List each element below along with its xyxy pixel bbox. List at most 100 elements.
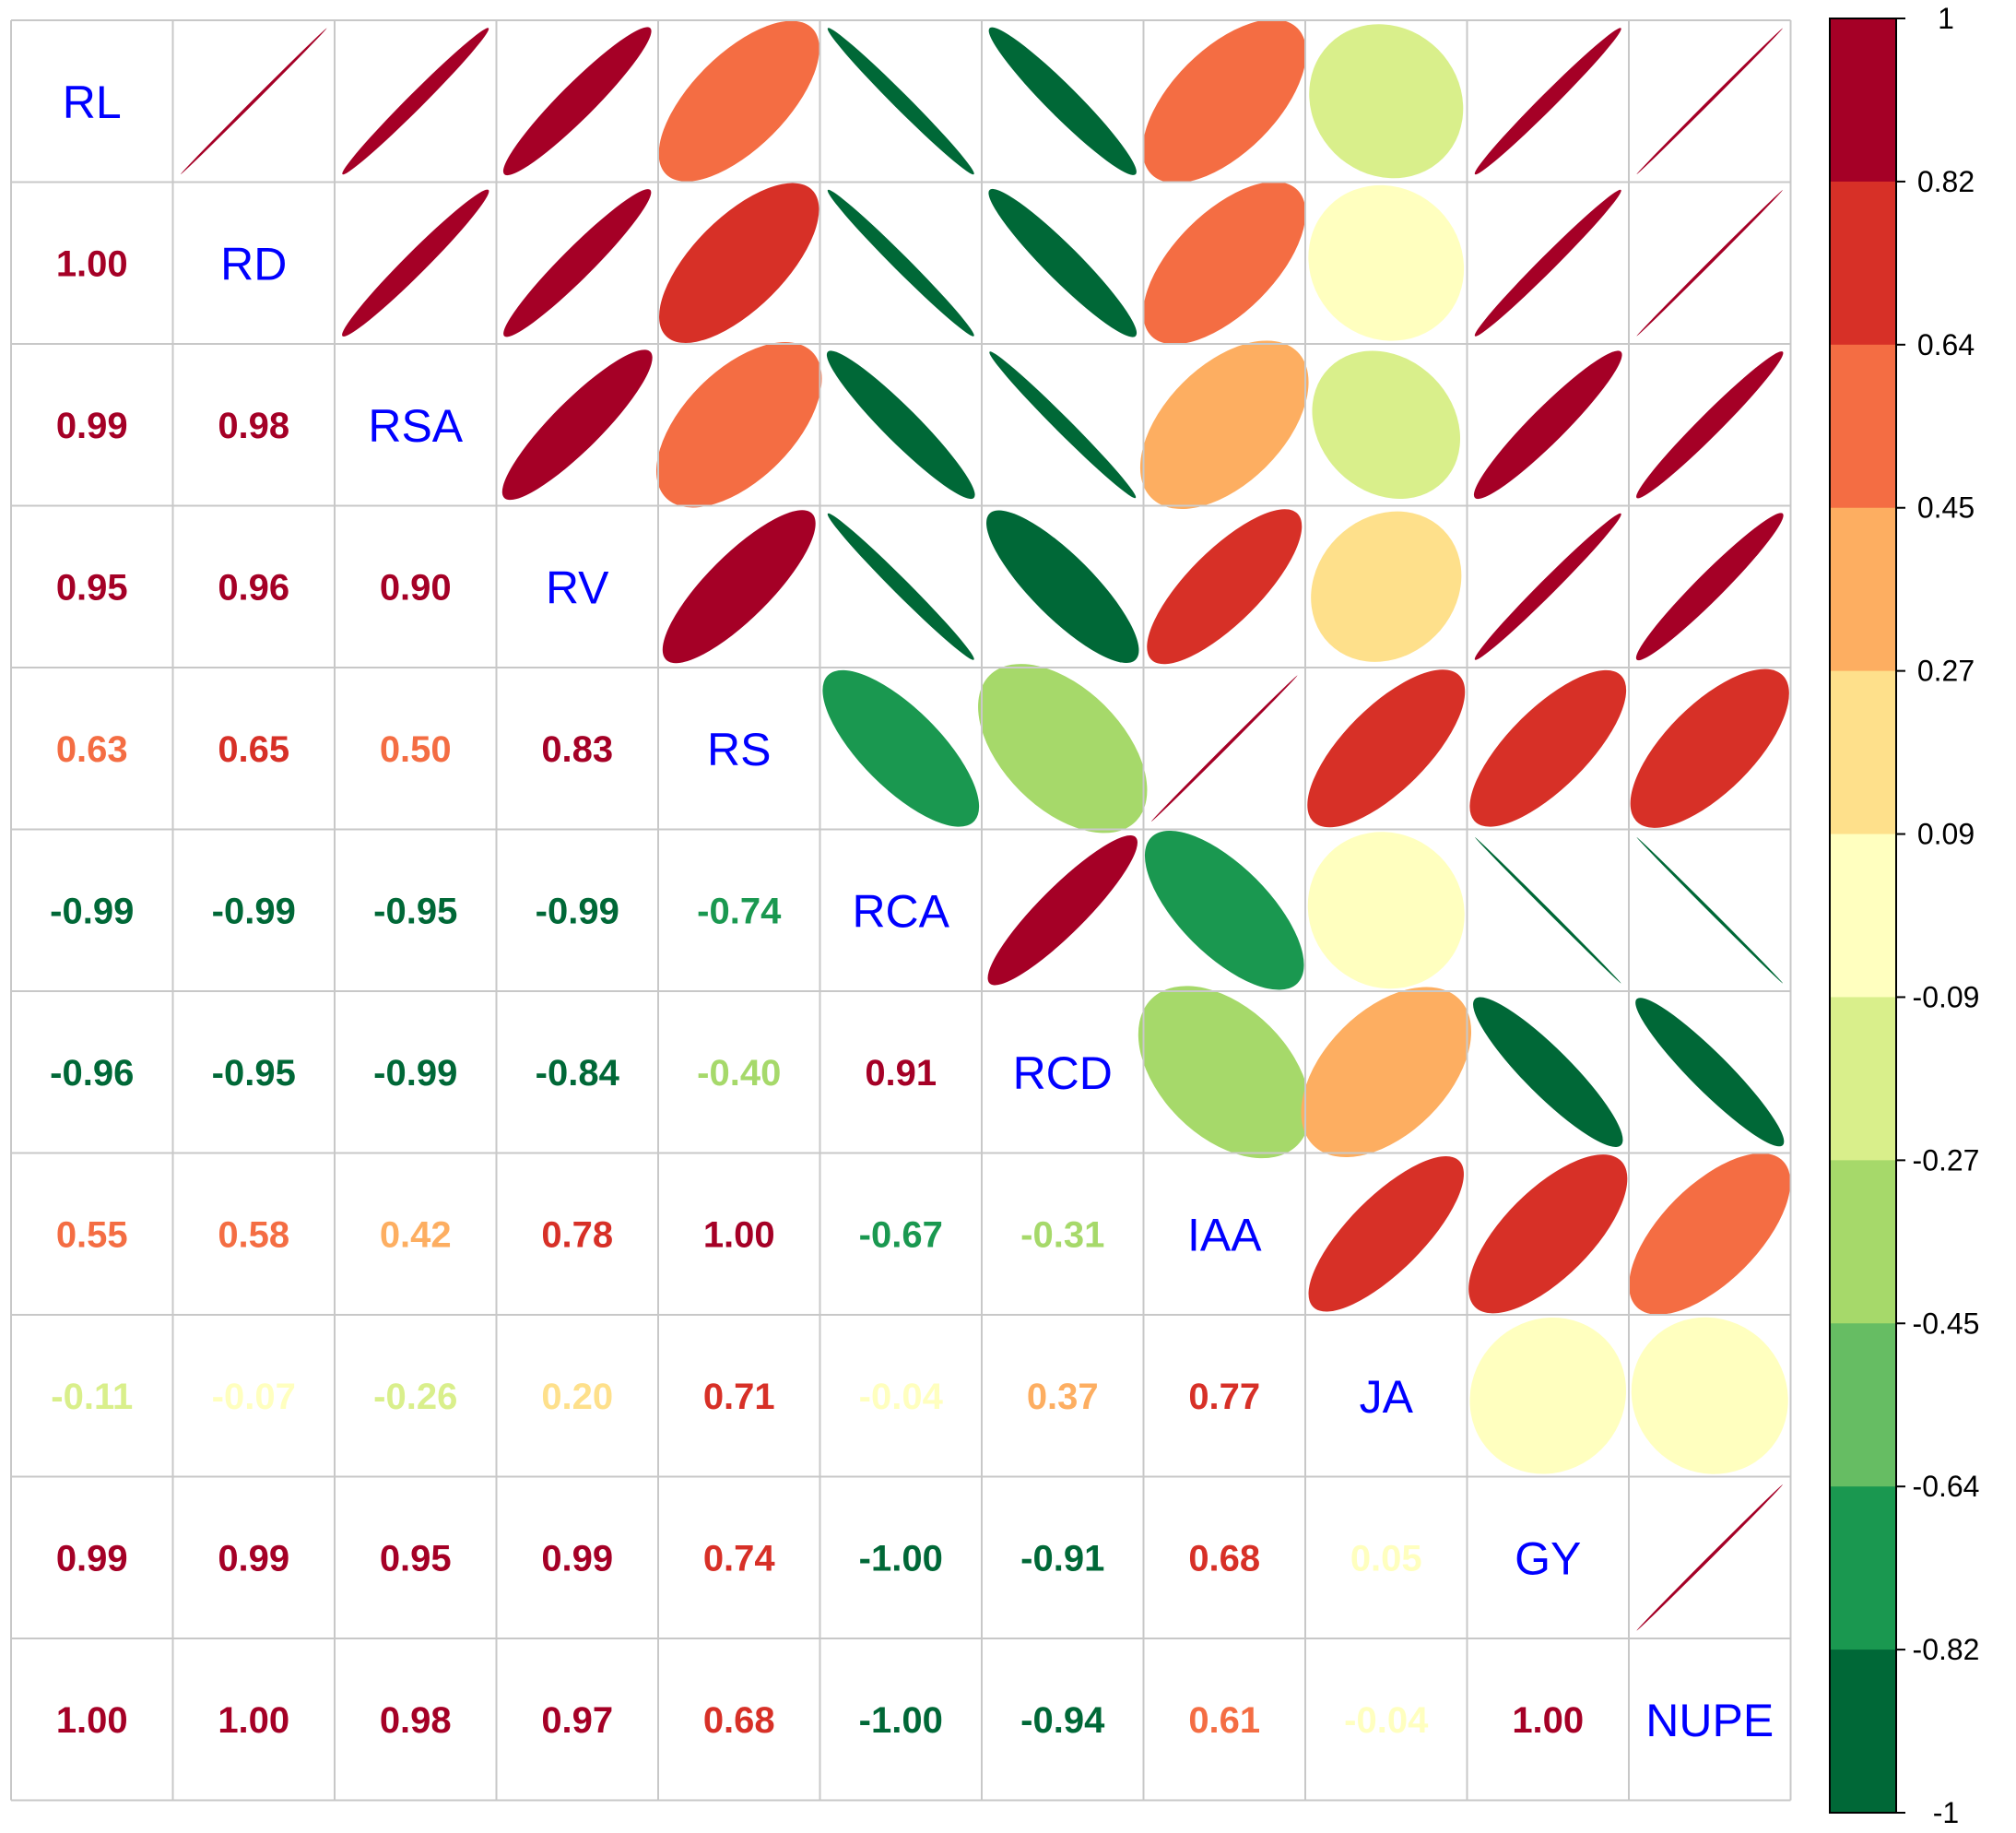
correlation-value-label: 0.55: [56, 1214, 128, 1255]
correlation-ellipse: [1309, 24, 1464, 179]
colorbar-tick-label: 1: [1938, 2, 1954, 35]
correlation-ellipse: [1629, 1153, 1791, 1315]
correlation-value-label: 0.99: [218, 1538, 289, 1579]
colorbar-segment: [1830, 507, 1896, 672]
correlation-ellipse: [1138, 986, 1311, 1159]
correlation-value-label: 1.00: [703, 1214, 775, 1255]
correlation-ellipse: [827, 513, 974, 660]
correlation-ellipse: [658, 20, 819, 182]
colorbar-segment: [1830, 1650, 1896, 1814]
colorbar-tick-label: 0.82: [1917, 165, 1975, 198]
colorbar-tick-label: -0.82: [1913, 1633, 1980, 1666]
correlation-ellipse: [1635, 513, 1784, 661]
correlation-value-label: 0.83: [541, 729, 613, 770]
colorbar-legend: 1 0.82 0.64 0.45 0.27 0.09 -0.09 -0.27 -0.45 -0.6…: [1829, 2, 1980, 1829]
correlation-value-label: -1.00: [859, 1538, 943, 1579]
correlation-value-label: 0.90: [380, 567, 452, 608]
correlation-value-label: 0.99: [56, 1538, 128, 1579]
correlation-ellipse: [1144, 830, 1304, 990]
correlation-value-label: 1.00: [218, 1700, 289, 1741]
variable-label-rsa: RSA: [368, 400, 463, 452]
colorbar-segment: [1830, 344, 1896, 509]
correlation-ellipse: [503, 189, 652, 337]
correlation-value-label: -0.95: [212, 1053, 296, 1094]
correlation-ellipse: [1308, 184, 1465, 341]
colorbar-tick-label: -1: [1933, 1796, 1959, 1829]
correlation-ellipse: [1473, 350, 1622, 500]
colorbar-tick-label: 0.27: [1917, 655, 1975, 688]
variable-label-iaa: IAA: [1187, 1209, 1262, 1260]
correlation-value-label: -0.40: [697, 1053, 781, 1094]
correlation-ellipse: [1469, 1317, 1627, 1474]
correlation-ellipse: [1474, 189, 1621, 337]
correlation-ellipse: [1636, 1484, 1783, 1631]
correlation-ellipse: [1301, 987, 1472, 1158]
correlation-value-label: 0.63: [56, 729, 128, 770]
correlation-ellipse: [1631, 1317, 1788, 1474]
correlation-value-label: 0.50: [380, 729, 452, 770]
correlation-value-label: -0.99: [212, 891, 296, 931]
correlation-ellipse: [827, 189, 974, 337]
correlation-value-label: -0.74: [697, 891, 782, 931]
correlation-value-label: 0.95: [56, 567, 128, 608]
colorbar-segment: [1830, 181, 1896, 346]
colorbar-tick-label: 0.64: [1917, 328, 1975, 361]
correlation-value-label: 0.97: [541, 1700, 613, 1741]
correlation-value-label: -0.99: [50, 891, 134, 931]
correlation-ellipse: [988, 188, 1138, 337]
colorbar-tick-label: -0.45: [1913, 1307, 1980, 1340]
colorbar-segment: [1830, 997, 1896, 1161]
correlation-ellipse: [1307, 832, 1465, 989]
correlation-ellipse: [342, 189, 489, 337]
correlation-ellipse: [1147, 509, 1303, 665]
correlation-ellipse: [986, 510, 1139, 663]
colorbar-segment: [1830, 18, 1896, 183]
correlation-ellipse: [1143, 182, 1306, 345]
correlation-ellipse: [989, 351, 1137, 499]
correlation-ellipse: [1630, 668, 1789, 828]
correlation-value-label: 0.98: [380, 1700, 452, 1741]
variable-label-nupe: NUPE: [1645, 1695, 1774, 1746]
correlation-ellipse: [826, 350, 975, 500]
correlation-value-label: 0.99: [541, 1538, 613, 1579]
correlation-value-label: -0.96: [50, 1053, 134, 1094]
correlation-ellipse: [662, 510, 816, 664]
correlation-ellipse: [987, 835, 1138, 986]
correlation-value-label: -0.99: [373, 1053, 457, 1094]
colorbar-tick-label: -0.27: [1913, 1143, 1980, 1177]
correlation-value-label: -0.26: [373, 1377, 457, 1417]
correlation-value-label: 0.78: [541, 1214, 613, 1255]
correlation-value-label: 0.74: [703, 1538, 776, 1579]
colorbar-frame: [1829, 18, 1897, 1814]
correlation-value-label: -1.00: [859, 1700, 943, 1741]
correlation-value-label: -0.07: [212, 1377, 296, 1417]
variable-label-ja: JA: [1360, 1371, 1414, 1423]
correlation-ellipse: [1311, 511, 1462, 662]
correlation-value-label: 1.00: [56, 1700, 128, 1741]
correlation-value-label: 0.95: [380, 1538, 452, 1579]
correlation-ellipse: [342, 28, 489, 175]
correlation-ellipse: [1139, 340, 1309, 510]
correlation-ellipse: [1468, 1154, 1628, 1314]
correlation-ellipse: [1469, 669, 1627, 827]
variable-label-rd: RD: [220, 238, 287, 290]
correlation-value-label: 0.05: [1350, 1538, 1422, 1579]
correlation-ellipse: [502, 27, 652, 176]
correlation-ellipse: [656, 342, 822, 508]
correlation-value-label: 1.00: [1512, 1700, 1584, 1741]
correlation-ellipse: [1474, 28, 1621, 175]
correlation-ellipse: [1636, 351, 1784, 499]
correlation-value-label: 0.42: [380, 1214, 452, 1255]
correlation-ellipse: [1636, 837, 1783, 984]
colorbar-segment: [1830, 1486, 1896, 1650]
colorbar-tick-label: 0.09: [1917, 818, 1975, 851]
colorbar-segment: [1830, 1160, 1896, 1324]
correlation-value-label: -0.11: [51, 1377, 133, 1417]
correlation-value-label: 0.96: [218, 567, 289, 608]
variable-label-rca: RCA: [852, 885, 949, 937]
colorbar-tick-label: 0.45: [1917, 491, 1975, 525]
correlation-value-label: -0.95: [373, 891, 457, 931]
correlation-ellipse: [1307, 669, 1466, 828]
correlation-ellipse: [1636, 190, 1783, 337]
